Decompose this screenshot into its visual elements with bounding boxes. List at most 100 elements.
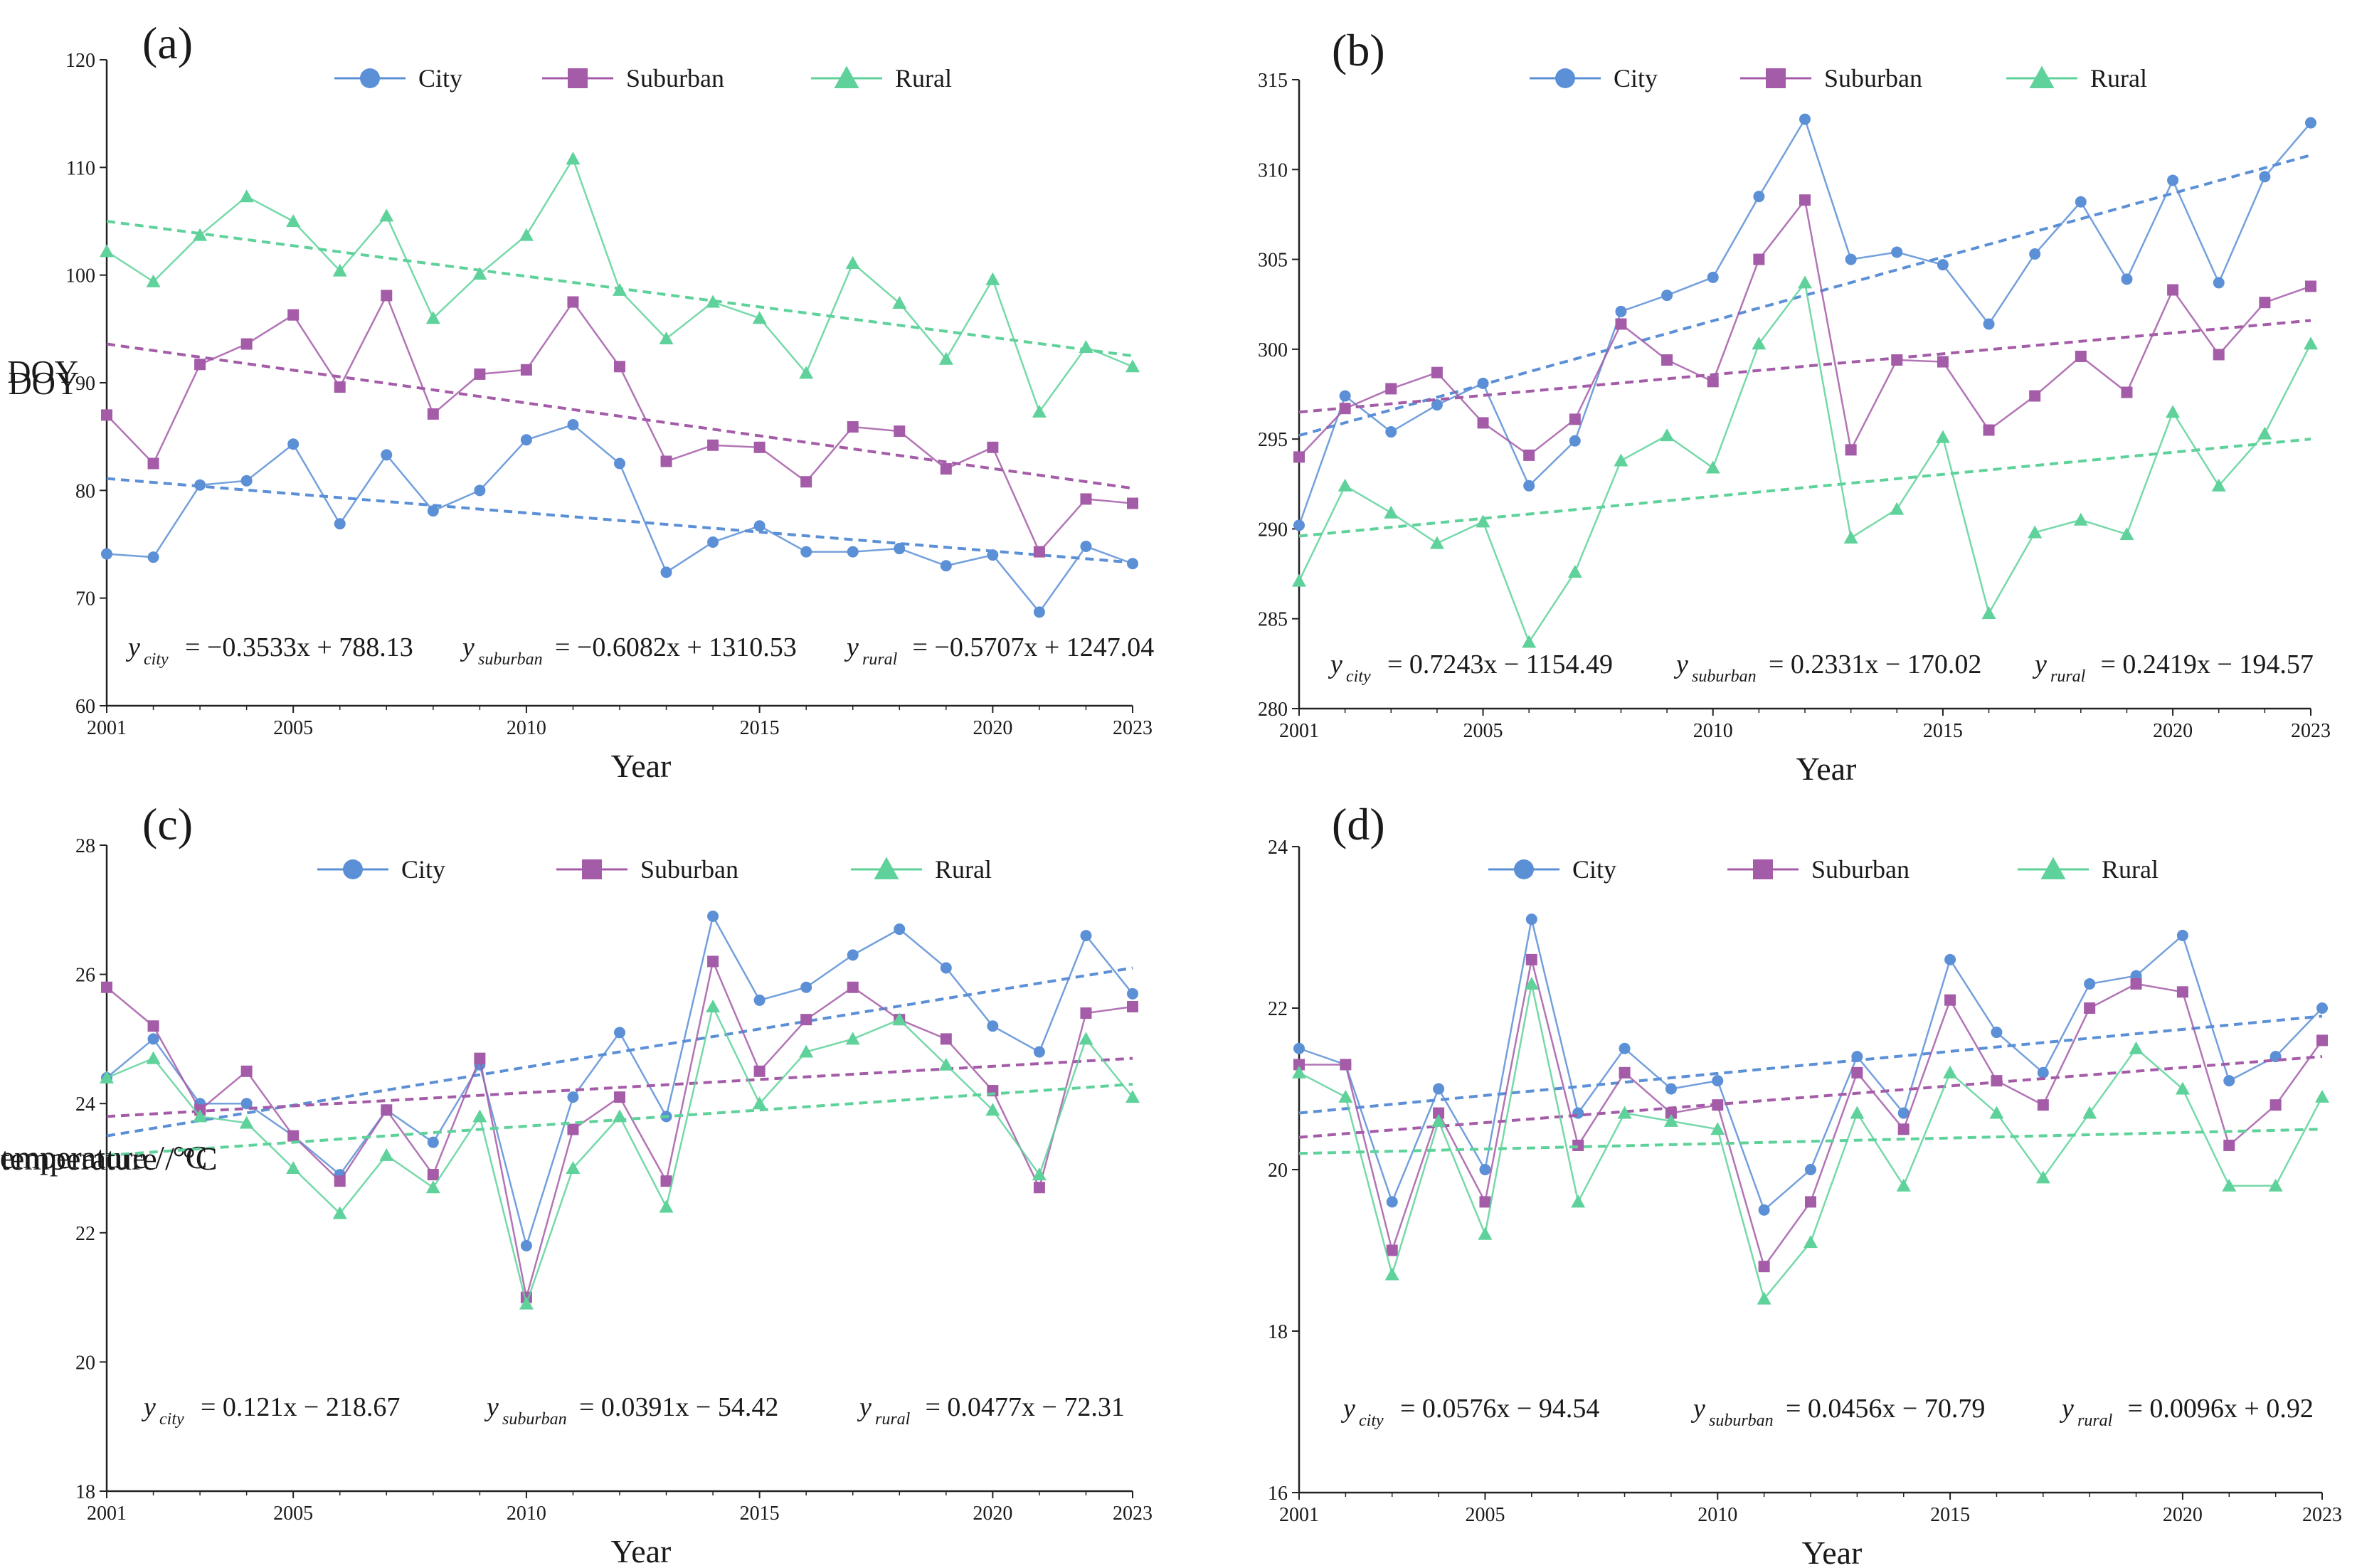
- x-axis-title: Year: [1796, 751, 1857, 787]
- data-point-rural: [425, 311, 440, 324]
- data-point-suburban: [1386, 1244, 1398, 1256]
- data-point-rural: [1338, 478, 1352, 492]
- equation-rural: y rural = −0.5707x + 1247.04: [844, 632, 1154, 669]
- data-point-rural: [1292, 1065, 1306, 1079]
- data-point-city: [2176, 929, 2188, 941]
- trend-line-rural: [1298, 438, 2311, 538]
- equation-suburban: y suburban = 0.2331x − 170.02: [1673, 650, 1981, 686]
- data-point-rural: [1705, 460, 1720, 474]
- panel-label: (c): [142, 799, 193, 849]
- data-point-city: [101, 548, 112, 560]
- data-point-suburban: [287, 1130, 300, 1142]
- data-point-suburban: [660, 1175, 672, 1187]
- series-suburban: [101, 955, 1138, 1303]
- data-point-rural: [2257, 426, 2272, 440]
- data-point-city: [1619, 1042, 1631, 1054]
- trend-line-city: [1298, 1015, 2323, 1115]
- data-point-rural: [1384, 1267, 1399, 1281]
- data-point-suburban: [567, 296, 579, 308]
- data-point-rural: [2035, 1170, 2050, 1184]
- data-point-city: [847, 546, 859, 558]
- data-point-rural: [1617, 1106, 1632, 1119]
- legend-label: Suburban: [1824, 64, 1922, 92]
- equation-city: y city = 0.0576x − 94.54: [1340, 1394, 1599, 1430]
- data-point-city: [1080, 541, 1092, 553]
- data-point-suburban: [334, 381, 346, 393]
- data-point-suburban: [101, 409, 112, 421]
- data-point-rural: [239, 1116, 254, 1129]
- equation-rhs: = 0.0391x − 54.42: [579, 1392, 778, 1422]
- data-point-city: [2213, 277, 2225, 289]
- data-point-city: [894, 923, 906, 936]
- x-tick-label: 2020: [973, 1503, 1012, 1525]
- data-point-suburban: [1477, 417, 1489, 429]
- data-point-city: [894, 543, 906, 555]
- data-point-suburban: [101, 981, 112, 993]
- data-point-city: [1897, 1107, 1910, 1119]
- data-point-suburban: [987, 441, 999, 453]
- equation-y: y: [1673, 650, 1688, 679]
- data-point-suburban: [940, 1033, 952, 1045]
- x-tick-label: 2010: [1697, 1504, 1737, 1526]
- data-point-city: [1477, 377, 1489, 389]
- data-point-city: [1799, 113, 1811, 125]
- y-tick-label: 305: [1258, 250, 1288, 272]
- legend-circle-marker: [343, 859, 363, 879]
- data-point-city: [567, 1091, 579, 1103]
- data-point-suburban: [1479, 1196, 1491, 1208]
- data-point-city: [1805, 1164, 1816, 1175]
- legend-label: City: [401, 855, 445, 884]
- equation-y: y: [1690, 1394, 1705, 1424]
- data-point-city: [2029, 248, 2041, 260]
- data-point-city: [1293, 519, 1305, 531]
- data-point-suburban: [427, 1169, 439, 1181]
- legend-label: City: [1614, 64, 1658, 92]
- data-point-rural: [752, 311, 767, 324]
- data-point-suburban: [800, 476, 812, 488]
- equation-rural: y rural = 0.0096x + 0.92: [2059, 1394, 2314, 1430]
- data-point-rural: [1752, 337, 1767, 350]
- panel-label: (b): [1332, 25, 1385, 75]
- data-point-suburban: [2269, 1099, 2282, 1111]
- legend-square-marker: [582, 859, 602, 879]
- y-tick-label: 120: [65, 50, 95, 72]
- equation-suburban: y suburban = 0.0391x − 54.42: [484, 1392, 778, 1429]
- data-point-city: [1386, 1196, 1398, 1208]
- y-tick-label: 26: [75, 965, 95, 987]
- data-point-city: [381, 449, 393, 461]
- data-point-suburban: [1983, 424, 1995, 436]
- data-point-city: [240, 475, 253, 487]
- equation-rhs: = 0.0477x − 72.31: [926, 1392, 1125, 1422]
- data-point-suburban: [1991, 1075, 2003, 1087]
- data-point-suburban: [1033, 1182, 1045, 1194]
- equation-subscript: rural: [862, 650, 898, 669]
- data-point-city: [1707, 271, 1719, 283]
- y-axis-title: SOS / DOY: [0, 354, 78, 390]
- data-point-city: [1127, 558, 1138, 570]
- data-point-city: [987, 549, 999, 561]
- x-tick-label: 2023: [2291, 720, 2331, 742]
- data-point-city: [1665, 1083, 1677, 1095]
- data-point-rural: [1125, 359, 1140, 373]
- data-point-city: [1479, 1164, 1491, 1175]
- data-point-rural: [1614, 453, 1628, 467]
- data-point-city: [1293, 1042, 1305, 1054]
- data-point-city: [1569, 435, 1581, 447]
- data-point-city: [1983, 318, 1995, 330]
- equation-y: y: [844, 632, 859, 662]
- data-point-city: [1937, 259, 1949, 271]
- data-point-suburban: [240, 338, 253, 350]
- equation-y: y: [1340, 1394, 1355, 1424]
- data-point-rural: [1850, 1106, 1865, 1119]
- data-point-suburban: [1615, 318, 1627, 330]
- y-tick-label: 70: [75, 588, 95, 610]
- data-point-rural: [2082, 1106, 2097, 1119]
- data-point-rural: [1522, 635, 1537, 648]
- panel-label: (d): [1332, 799, 1385, 849]
- data-point-city: [194, 479, 206, 491]
- data-point-city: [1944, 953, 1956, 965]
- data-point-rural: [1524, 976, 1539, 990]
- series-rural: [100, 152, 1140, 418]
- x-tick-label: 2001: [1279, 720, 1319, 742]
- data-point-rural: [1803, 1235, 1818, 1249]
